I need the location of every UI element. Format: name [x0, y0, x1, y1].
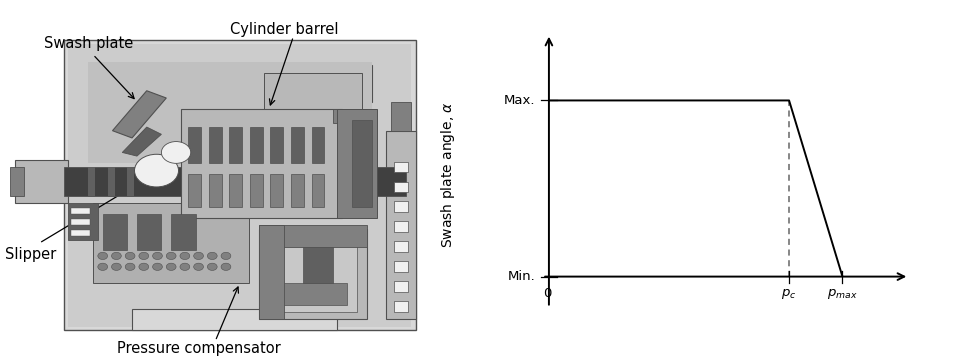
- Bar: [88, 62, 372, 163]
- Bar: [93, 203, 249, 283]
- Bar: [137, 214, 161, 250]
- Circle shape: [126, 263, 135, 270]
- Bar: [88, 167, 95, 196]
- Bar: [14, 160, 68, 203]
- Bar: [386, 131, 416, 319]
- Bar: [391, 102, 410, 131]
- Bar: [63, 167, 406, 196]
- Text: Min.: Min.: [508, 270, 535, 283]
- Bar: [71, 208, 90, 214]
- Bar: [338, 109, 377, 218]
- Bar: [229, 127, 242, 163]
- Bar: [188, 127, 201, 163]
- Text: $p_c$: $p_c$: [782, 287, 797, 301]
- Circle shape: [152, 263, 162, 270]
- Bar: [303, 247, 333, 283]
- Circle shape: [222, 263, 231, 270]
- Bar: [71, 230, 90, 236]
- Bar: [259, 225, 284, 319]
- Circle shape: [180, 252, 190, 260]
- Bar: [103, 214, 128, 250]
- Bar: [128, 167, 134, 196]
- Bar: [312, 127, 324, 163]
- Bar: [250, 127, 263, 163]
- Circle shape: [98, 252, 107, 260]
- Bar: [209, 174, 222, 207]
- Bar: [394, 221, 409, 232]
- Bar: [394, 241, 409, 252]
- Bar: [250, 174, 263, 207]
- Bar: [284, 283, 347, 305]
- Circle shape: [134, 154, 178, 187]
- Polygon shape: [112, 91, 166, 138]
- Circle shape: [161, 142, 191, 163]
- Text: Swash plate: Swash plate: [44, 36, 133, 51]
- Circle shape: [166, 263, 176, 270]
- Bar: [394, 281, 409, 292]
- Circle shape: [139, 252, 149, 260]
- Bar: [132, 309, 338, 330]
- Text: $p_{max}$: $p_{max}$: [827, 287, 857, 301]
- Circle shape: [207, 263, 217, 270]
- Bar: [209, 127, 222, 163]
- Bar: [171, 214, 196, 250]
- Bar: [394, 301, 409, 312]
- Bar: [63, 40, 416, 330]
- Bar: [333, 109, 366, 123]
- Text: 0: 0: [543, 287, 551, 300]
- Circle shape: [180, 263, 190, 270]
- Circle shape: [111, 263, 121, 270]
- Bar: [394, 201, 409, 212]
- Bar: [270, 174, 283, 207]
- Bar: [270, 127, 283, 163]
- Bar: [107, 167, 115, 196]
- Bar: [259, 225, 366, 247]
- Bar: [394, 261, 409, 272]
- Bar: [394, 182, 409, 192]
- Text: Slipper: Slipper: [5, 246, 57, 262]
- Bar: [229, 174, 242, 207]
- Text: Cylinder barrel: Cylinder barrel: [230, 21, 339, 37]
- Bar: [274, 240, 357, 312]
- Text: Swash plate angle, $\alpha$: Swash plate angle, $\alpha$: [439, 101, 456, 248]
- Circle shape: [111, 252, 121, 260]
- Bar: [188, 174, 201, 207]
- Bar: [68, 203, 98, 240]
- Bar: [259, 229, 366, 319]
- Circle shape: [207, 252, 217, 260]
- Bar: [352, 120, 372, 207]
- Bar: [10, 167, 25, 196]
- Circle shape: [126, 252, 135, 260]
- Circle shape: [194, 252, 203, 260]
- Bar: [264, 65, 372, 102]
- Text: Pressure compensator: Pressure compensator: [117, 341, 281, 356]
- Bar: [291, 127, 304, 163]
- Bar: [312, 174, 324, 207]
- Bar: [264, 73, 362, 109]
- Text: Max.: Max.: [504, 94, 535, 107]
- Polygon shape: [123, 127, 161, 156]
- Bar: [181, 109, 342, 218]
- Bar: [71, 219, 90, 225]
- Bar: [291, 174, 304, 207]
- Circle shape: [152, 252, 162, 260]
- Circle shape: [222, 252, 231, 260]
- Circle shape: [166, 252, 176, 260]
- Bar: [68, 44, 410, 327]
- Circle shape: [98, 263, 107, 270]
- Circle shape: [194, 263, 203, 270]
- Circle shape: [139, 263, 149, 270]
- Bar: [394, 162, 409, 172]
